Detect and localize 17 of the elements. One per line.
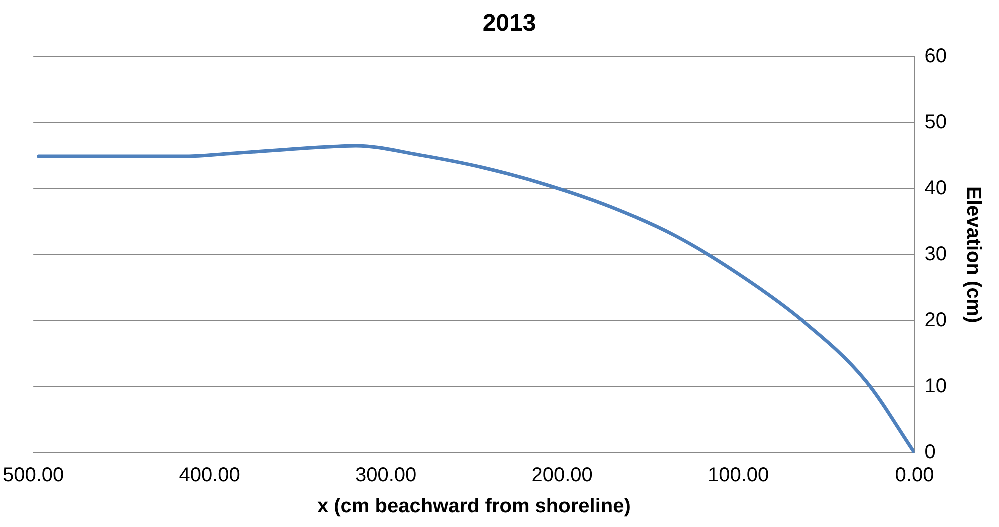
y-tick-label: 20 [924,309,948,332]
y-tick-label: 60 [924,45,948,68]
x-tick-label: 0.00 [895,464,934,487]
x-tick-label: 300.00 [355,464,417,487]
y-tick-label: 40 [924,177,948,200]
x-tick-label: 400.00 [179,464,240,487]
x-axis-title: x (cm beachward from shoreline) [317,496,631,518]
line-series [37,144,915,453]
y-tick-label: 30 [924,243,948,266]
x-tick-label: 100.00 [708,464,770,487]
y-tick-label: 10 [924,375,948,398]
y-axis-title: Elevation (cm) [962,186,984,324]
x-tick-label: 200.00 [532,464,593,487]
chart-title: 2013 [482,10,536,38]
x-tick-label: 500.00 [3,464,64,487]
y-tick-label: 50 [924,111,948,134]
y-tick-label: 0 [924,442,936,464]
